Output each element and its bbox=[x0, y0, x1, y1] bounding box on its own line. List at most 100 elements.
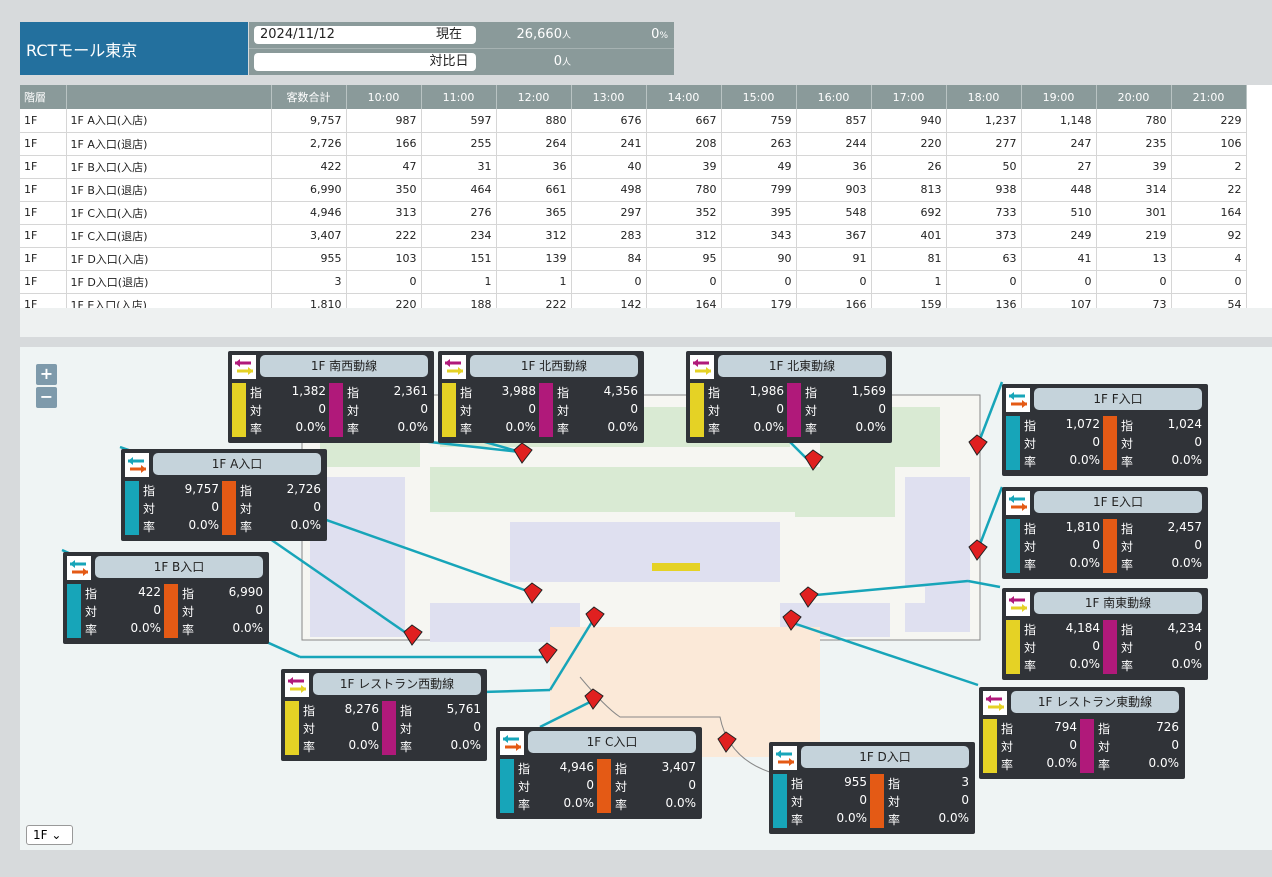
sensor-card[interactable]: 1F 北東動線指 1,986 指 1,569 対 0 対 0 率 0.0% 率 0.0% bbox=[686, 351, 892, 443]
sensor-card[interactable]: 1F レストラン西動線指 8,276 指 5,761 対 0 対 0 率 0.0% 率 0.0% bbox=[281, 669, 487, 761]
metric-value-out: 3,407 bbox=[661, 760, 696, 774]
floor-select[interactable]: 1F ⌄ bbox=[26, 825, 73, 845]
table-row[interactable]: 1F 1F D入口(退店) 3 0 1 1 0 0 0 0 1 0 0 0 0 bbox=[20, 270, 1247, 294]
table-row[interactable]: 1F 1F B入口(退店) 6,990 350 464 661 498 780 799 903 81… bbox=[20, 178, 1247, 202]
table-cell: 179 bbox=[721, 293, 797, 308]
table-cell: 352 bbox=[646, 201, 722, 225]
table-cell: 1F bbox=[20, 132, 67, 156]
table-row[interactable]: 1F 1F A入口(入店) 9,757 987 597 880 676 667 759 857 94… bbox=[20, 109, 1247, 133]
table-cell: 142 bbox=[571, 293, 647, 308]
sensor-card[interactable]: 1F 北西動線指 3,988 指 4,356 対 0 対 0 率 0.0% 率 0.0% bbox=[438, 351, 644, 443]
table-cell: 1F bbox=[20, 178, 67, 202]
metric-label: 対 bbox=[1024, 437, 1037, 451]
sensor-card[interactable]: 1F C入口指 4,946 指 3,407 対 0 対 0 率 0.0% 率 0.0% bbox=[496, 727, 702, 819]
table-cell: 1F bbox=[20, 224, 67, 248]
metric-label: 指 bbox=[888, 777, 901, 791]
table-row[interactable]: 1F 1F D入口(入店) 955 103 151 139 84 95 90 91 81 63 41 13… bbox=[20, 247, 1247, 271]
metric-label: 率 bbox=[518, 798, 531, 812]
metric-label: 率 bbox=[1121, 659, 1134, 673]
table-cell: 661 bbox=[496, 178, 572, 202]
table-row[interactable]: 1F 1F B入口(入店) 422 47 31 36 40 39 49 36 26 50 27 39 2 bbox=[20, 155, 1247, 179]
metric-label: 指 bbox=[460, 386, 473, 400]
metric-label: 指 bbox=[791, 777, 804, 791]
metric-value-in: 4,946 bbox=[559, 760, 594, 774]
table-cell: 3 bbox=[271, 270, 347, 294]
in-color-bar bbox=[1006, 620, 1020, 674]
metric-label: 指 bbox=[708, 386, 721, 400]
table-cell: 36 bbox=[796, 155, 872, 179]
metric-label: 率 bbox=[1001, 758, 1014, 772]
sensor-card[interactable]: 1F B入口指 422 指 6,990 対 0 対 0 率 0.0% 率 0.0% bbox=[63, 552, 269, 644]
summary-row-compare: 対比日 0人 bbox=[249, 48, 674, 74]
metric-value-in: 1,382 bbox=[291, 384, 326, 398]
sensor-card[interactable]: 1F レストラン東動線指 794 指 726 対 0 対 0 率 0.0% 率 0.0% bbox=[979, 687, 1185, 779]
sensor-card-title: 1F A入口 bbox=[153, 453, 321, 475]
table-cell: 510 bbox=[1021, 201, 1097, 225]
table-cell: 498 bbox=[571, 178, 647, 202]
table-header-cell: 17:00 bbox=[871, 85, 947, 109]
metric-value-out: 4,356 bbox=[603, 384, 638, 398]
summary-panel: 2024/11/12 現在 26,660人 0% 対比日 0人 bbox=[249, 22, 674, 75]
table-cell: 401 bbox=[871, 224, 947, 248]
sensor-card[interactable]: 1F F入口指 1,072 指 1,024 対 0 対 0 率 0.0% 率 0.0% bbox=[1002, 384, 1208, 476]
table-cell: 1 bbox=[871, 270, 947, 294]
table-cell: 395 bbox=[721, 201, 797, 225]
table-row[interactable]: 1F 1F E入口(入店) 1,810 220 188 222 142 164 179 166 15… bbox=[20, 293, 1247, 308]
table-cell: 47 bbox=[346, 155, 422, 179]
table-cell: 3,407 bbox=[271, 224, 347, 248]
sensor-card[interactable]: 1F 南西動線指 1,382 指 2,361 対 0 対 0 率 0.0% 率 0.0% bbox=[228, 351, 434, 443]
table-cell: 220 bbox=[871, 132, 947, 156]
metric-label: 指 bbox=[1121, 623, 1134, 637]
table-cell: 548 bbox=[796, 201, 872, 225]
metric-label: 対 bbox=[791, 795, 804, 809]
floor-map-panel[interactable]: + − 1F ⌄ 1F 南西動線指 1,382 指 2,361 対 0 対 0 率 0.0% 率 0.… bbox=[20, 347, 1272, 850]
table-header-cell: 階層 bbox=[20, 85, 67, 109]
sensor-card[interactable]: 1F E入口指 1,810 指 2,457 対 0 対 0 率 0.0% 率 0.0% bbox=[1002, 487, 1208, 579]
sensor-card[interactable]: 1F 南東動線指 4,184 指 4,234 対 0 対 0 率 0.0% 率 0.0% bbox=[1002, 588, 1208, 680]
metric-value-out: 4,234 bbox=[1167, 621, 1202, 635]
zoom-out-button[interactable]: − bbox=[36, 387, 57, 408]
table-cell: 103 bbox=[346, 247, 422, 271]
metric-label: 率 bbox=[182, 623, 195, 637]
table-row[interactable]: 1F 1F A入口(退店) 2,726 166 255 264 241 208 263 244 22… bbox=[20, 132, 1247, 156]
table-row[interactable]: 1F 1F C入口(退店) 3,407 222 234 312 283 312 343 367 40… bbox=[20, 224, 1247, 248]
metric-label: 対 bbox=[1001, 740, 1014, 754]
hourly-table[interactable]: 階層 客数合計 10:00 11:00 12:00 13:00 14:00 15:00 16:0… bbox=[20, 85, 1272, 308]
metric-label: 率 bbox=[791, 813, 804, 827]
metric-label: 率 bbox=[240, 520, 253, 534]
table-header-cell: 12:00 bbox=[496, 85, 572, 109]
sensor-card-title: 1F レストラン東動線 bbox=[1011, 691, 1179, 713]
in-color-bar bbox=[773, 774, 787, 828]
metric-label: 指 bbox=[1121, 419, 1134, 433]
table-cell: 597 bbox=[421, 109, 497, 133]
table-cell: 2 bbox=[1171, 155, 1247, 179]
direction-arrows-icon bbox=[983, 691, 1007, 715]
store-name: RCTモール東京 bbox=[26, 40, 138, 60]
sensor-card[interactable]: 1F D入口指 955 指 3 対 0 対 0 率 0.0% 率 0.0% bbox=[769, 742, 975, 834]
table-cell: 2,726 bbox=[271, 132, 347, 156]
metric-value-in: 0 bbox=[371, 720, 379, 734]
metric-value-out: 0.0% bbox=[290, 518, 322, 532]
table-cell: 220 bbox=[346, 293, 422, 308]
date-field[interactable]: 2024/11/12 bbox=[254, 26, 476, 44]
compare-date-field[interactable] bbox=[254, 53, 476, 71]
out-color-bar bbox=[1103, 416, 1117, 470]
sensor-card-title: 1F C入口 bbox=[528, 731, 696, 753]
table-cell: 314 bbox=[1096, 178, 1172, 202]
metric-label: 対 bbox=[347, 404, 360, 418]
zoom-in-button[interactable]: + bbox=[36, 364, 57, 385]
metric-label: 率 bbox=[708, 422, 721, 436]
table-cell: 4 bbox=[1171, 247, 1247, 271]
table-cell: 987 bbox=[346, 109, 422, 133]
sensor-card[interactable]: 1F A入口指 9,757 指 2,726 対 0 対 0 率 0.0% 率 0.0% bbox=[121, 449, 327, 541]
table-cell: 92 bbox=[1171, 224, 1247, 248]
out-color-bar bbox=[164, 584, 178, 638]
table-cell: 1F bbox=[20, 155, 67, 179]
metric-label: 率 bbox=[400, 740, 413, 754]
table-cell: 0 bbox=[346, 270, 422, 294]
metric-label: 対 bbox=[708, 404, 721, 418]
table-row[interactable]: 1F 1F C入口(入店) 4,946 313 276 365 297 352 395 548 69… bbox=[20, 201, 1247, 225]
table-cell: 234 bbox=[421, 224, 497, 248]
metric-label: 対 bbox=[85, 605, 98, 619]
direction-arrows-icon bbox=[232, 355, 256, 379]
